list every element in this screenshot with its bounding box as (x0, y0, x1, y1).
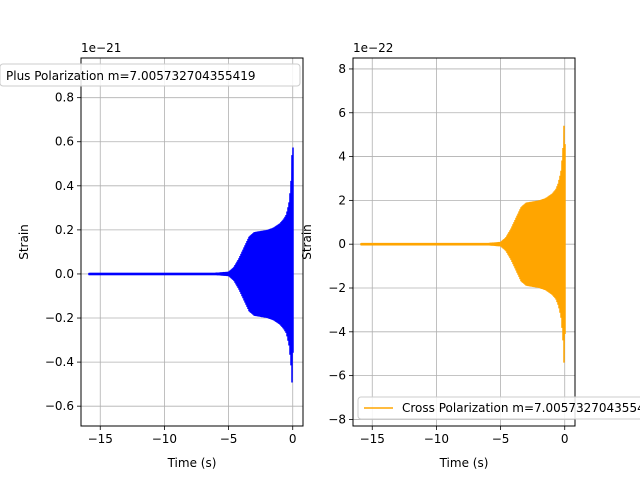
left-x-tick-label: 0 (289, 432, 297, 446)
left-y-tick-label: −0.4 (45, 355, 74, 369)
right-y-tick-label: −8 (328, 412, 346, 426)
left-offset-text: 1e−21 (81, 41, 121, 55)
right-y-tick-label: 6 (338, 106, 346, 120)
left-y-ticks: −0.6 −0.4 −0.2 0.0 0.2 0.4 0.6 0.8 (45, 91, 81, 413)
right-y-tick-label: −6 (328, 369, 346, 383)
left-x-ticks: −15 −10 −5 0 (88, 426, 297, 446)
right-x-tick-label: 0 (561, 432, 569, 446)
left-x-tick-label: −10 (152, 432, 177, 446)
right-legend-label: Cross Polarization m=7.005732704355419 (402, 401, 640, 415)
left-series-line (88, 147, 294, 383)
right-y-tick-label: 8 (338, 62, 346, 76)
left-legend: Plus Polarization m=7.005732704355419 (0, 63, 301, 87)
left-y-tick-label: 0.0 (55, 267, 74, 281)
right-y-tick-label: −4 (328, 325, 346, 339)
right-x-tick-label: −5 (492, 432, 510, 446)
left-y-axis-label: Strain (17, 224, 31, 260)
right-y-tick-label: 0 (338, 237, 346, 251)
right-offset-text: 1e−22 (353, 41, 393, 55)
right-x-ticks: −15 −10 −5 0 (360, 426, 569, 446)
right-y-tick-label: 4 (338, 150, 346, 164)
left-legend-label: Plus Polarization m=7.005732704355419 (6, 69, 256, 83)
left-y-tick-label: 0.2 (55, 223, 74, 237)
left-x-tick-label: −5 (220, 432, 238, 446)
left-series (88, 147, 294, 383)
right-axes-frame (352, 57, 576, 427)
right-series-line (360, 125, 566, 363)
left-y-tick-label: 0.8 (55, 91, 74, 105)
right-legend-box (357, 396, 640, 420)
right-x-axis-label: Time (s) (439, 456, 489, 470)
left-legend-box (0, 63, 301, 87)
right-x-tick-label: −15 (360, 432, 385, 446)
right-y-tick-label: −2 (328, 281, 346, 295)
right-y-ticks: −8 −6 −4 −2 0 2 4 6 8 (328, 62, 353, 426)
right-y-axis-label: Strain (300, 224, 314, 260)
left-axes-frame (80, 57, 304, 427)
left-x-axis-label: Time (s) (167, 456, 217, 470)
left-y-tick-label: 0.6 (55, 135, 74, 149)
left-x-tick-label: −15 (88, 432, 113, 446)
left-y-tick-label: −0.2 (45, 311, 74, 325)
plus-polarization-chart: −15 −10 −5 0 −0.6 −0.4 −0.2 0.0 0.2 0.4 0.6 0.8 Ti… (0, 41, 304, 470)
right-legend: Cross Polarization m=7.005732704355419 (357, 396, 640, 420)
right-y-tick-label: 2 (338, 193, 346, 207)
right-series (360, 125, 566, 363)
right-x-tick-label: −10 (424, 432, 449, 446)
left-y-tick-label: 0.4 (55, 179, 74, 193)
left-y-tick-label: −0.6 (45, 399, 74, 413)
